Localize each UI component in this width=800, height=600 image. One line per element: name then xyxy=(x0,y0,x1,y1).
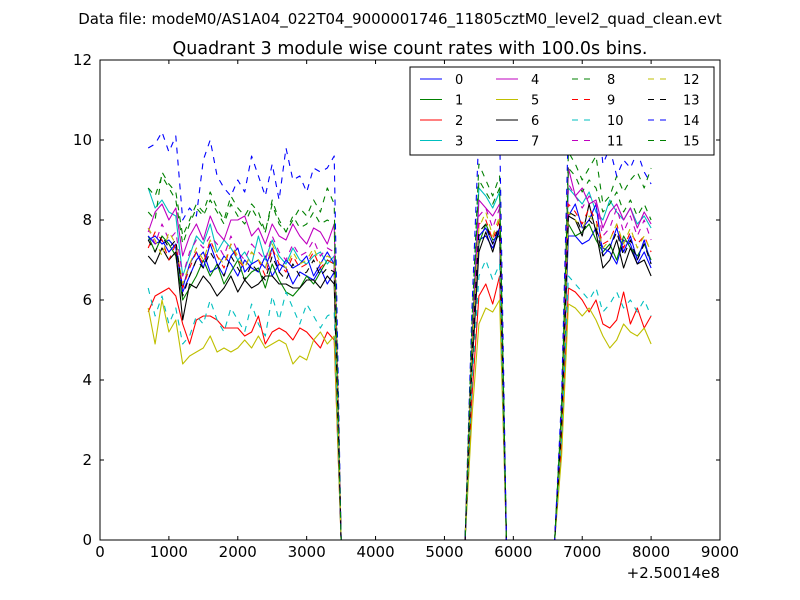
chart-title: Quadrant 3 module wise count rates with … xyxy=(173,39,648,59)
data-file-suptitle: Data file: modeM0/AS1A04_022T04_90000017… xyxy=(78,10,722,29)
x-tick-label: 8000 xyxy=(632,543,670,561)
x-tick-label: 7000 xyxy=(563,543,601,561)
series-line-13 xyxy=(147,211,652,541)
y-tick-label: 2 xyxy=(82,451,92,469)
x-tick-label: 0 xyxy=(95,543,105,561)
series-line-8 xyxy=(147,151,652,541)
series-line-2 xyxy=(147,275,652,541)
x-axis-ticks: 0 1000 2000 3000 4000 5000 6000 7000 8000 9000 xyxy=(95,60,739,561)
y-tick-label: 12 xyxy=(73,51,92,69)
x-tick-label: 6000 xyxy=(494,543,532,561)
legend-label-13: 13 xyxy=(683,94,700,109)
series-line-14 xyxy=(147,95,652,541)
legend-label-7: 7 xyxy=(531,135,539,150)
series-line-3 xyxy=(147,187,652,541)
legend-label-15: 15 xyxy=(683,135,700,150)
legend-label-2: 2 xyxy=(455,114,463,129)
legend-label-5: 5 xyxy=(531,94,539,109)
x-tick-label: 2000 xyxy=(219,543,257,561)
x-axis-offset-label: +2.50014e8 xyxy=(627,564,720,582)
plot-area: 0 1000 2000 3000 4000 5000 6000 7000 8000 9000 0 2 4… xyxy=(73,51,739,561)
series-line-10 xyxy=(147,259,652,541)
x-tick-label: 1000 xyxy=(150,543,188,561)
y-tick-label: 0 xyxy=(82,531,92,549)
legend-label-0: 0 xyxy=(455,73,463,88)
legend-label-14: 14 xyxy=(683,114,700,129)
legend-label-3: 3 xyxy=(455,135,463,150)
legend-label-6: 6 xyxy=(531,114,539,129)
series-line-1 xyxy=(147,223,652,541)
legend-label-9: 9 xyxy=(607,94,615,109)
legend-label-10: 10 xyxy=(607,114,624,129)
x-tick-label: 9000 xyxy=(701,543,739,561)
legend-label-12: 12 xyxy=(683,73,700,88)
y-tick-label: 8 xyxy=(82,211,92,229)
series-line-5 xyxy=(147,299,652,541)
series-line-12 xyxy=(147,211,652,541)
x-tick-label: 4000 xyxy=(356,543,394,561)
legend-label-4: 4 xyxy=(531,73,539,88)
legend-label-8: 8 xyxy=(607,73,615,88)
series-line-11 xyxy=(147,183,652,541)
y-tick-label: 6 xyxy=(82,291,92,309)
legend-label-1: 1 xyxy=(455,94,463,109)
x-tick-label: 5000 xyxy=(425,543,463,561)
y-tick-label: 10 xyxy=(73,131,92,149)
series-line-15 xyxy=(147,167,652,541)
legend-label-11: 11 xyxy=(607,135,624,150)
series-lines xyxy=(147,95,652,541)
x-tick-label: 3000 xyxy=(288,543,326,561)
y-tick-label: 4 xyxy=(82,371,92,389)
